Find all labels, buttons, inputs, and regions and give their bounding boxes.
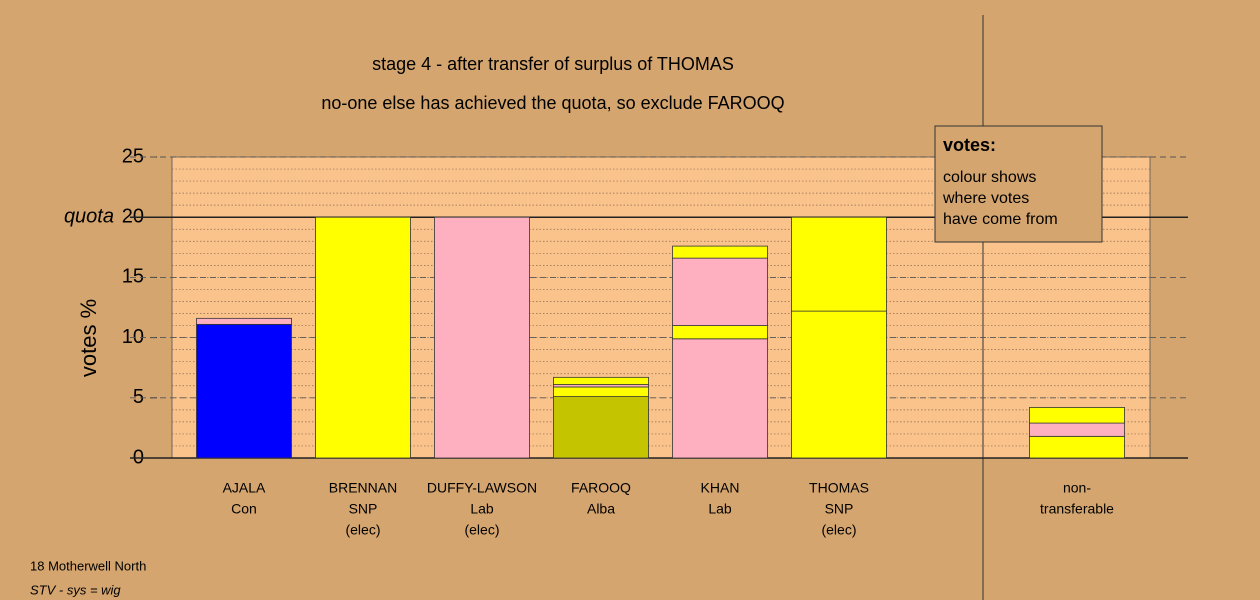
chart-title: stage 4 - after transfer of surplus of T… bbox=[372, 54, 734, 74]
legend-text: have come from bbox=[943, 211, 1058, 228]
x-tick-label: AJALA bbox=[223, 480, 266, 496]
bar-segment bbox=[553, 396, 649, 459]
bar-segment bbox=[1029, 422, 1125, 437]
bar-segment bbox=[553, 376, 649, 385]
x-tick-label: transferable bbox=[1040, 501, 1114, 517]
x-tick-label: Alba bbox=[587, 501, 615, 517]
bar-segment bbox=[672, 338, 768, 459]
bar-segment bbox=[196, 323, 292, 459]
x-tick-label: (elec) bbox=[821, 522, 856, 538]
bar-segment bbox=[434, 216, 530, 459]
y-axis-label: votes % bbox=[76, 299, 101, 377]
x-tick-label: KHAN bbox=[701, 480, 740, 496]
x-tick-label: FAROOQ bbox=[571, 480, 631, 496]
y-tick-label: 25 bbox=[122, 145, 144, 167]
x-tick-label: Con bbox=[231, 501, 257, 517]
plot: 0510152025quotaAJALAConBRENNANSNP(elec)D… bbox=[64, 145, 1188, 538]
quota-label: quota bbox=[64, 205, 114, 227]
x-tick-label: SNP bbox=[825, 501, 854, 517]
legend-box bbox=[934, 125, 1103, 243]
bar-segment bbox=[672, 245, 768, 259]
footer: 18 Motherwell North bbox=[30, 558, 146, 573]
bar-segment bbox=[196, 317, 292, 325]
legend-text: where votes bbox=[942, 190, 1029, 207]
bar-segment bbox=[791, 216, 887, 312]
y-tick-label: 15 bbox=[122, 266, 144, 288]
legend: votes: colour shows where votes have com… bbox=[934, 125, 1103, 243]
bar-segment bbox=[553, 386, 649, 397]
bar-segment bbox=[672, 257, 768, 326]
x-tick-label: THOMAS bbox=[809, 480, 869, 496]
x-tick-label: Lab bbox=[470, 501, 494, 517]
x-tick-label: BRENNAN bbox=[329, 480, 397, 496]
chart-subtitle: no-one else has achieved the quota, so e… bbox=[321, 93, 784, 113]
x-tick-label: SNP bbox=[349, 501, 378, 517]
bar-segment bbox=[1029, 407, 1125, 424]
x-tick-label: (elec) bbox=[345, 522, 380, 538]
x-tick-label: non- bbox=[1063, 480, 1091, 496]
legend-text: colour shows bbox=[943, 169, 1036, 186]
bar-segment bbox=[672, 325, 768, 340]
legend-title: votes: bbox=[943, 135, 996, 155]
bar-segment bbox=[791, 310, 887, 459]
x-tick-label: (elec) bbox=[464, 522, 499, 538]
x-tick-label: DUFFY-LAWSON bbox=[427, 480, 537, 496]
bar-segment bbox=[315, 216, 411, 459]
footer: STV - sys = wig bbox=[30, 582, 121, 597]
y-tick-label: 5 bbox=[133, 386, 144, 408]
x-tick-label: Lab bbox=[708, 501, 732, 517]
bar-segment bbox=[1029, 435, 1125, 459]
y-tick-label: 10 bbox=[122, 326, 144, 348]
